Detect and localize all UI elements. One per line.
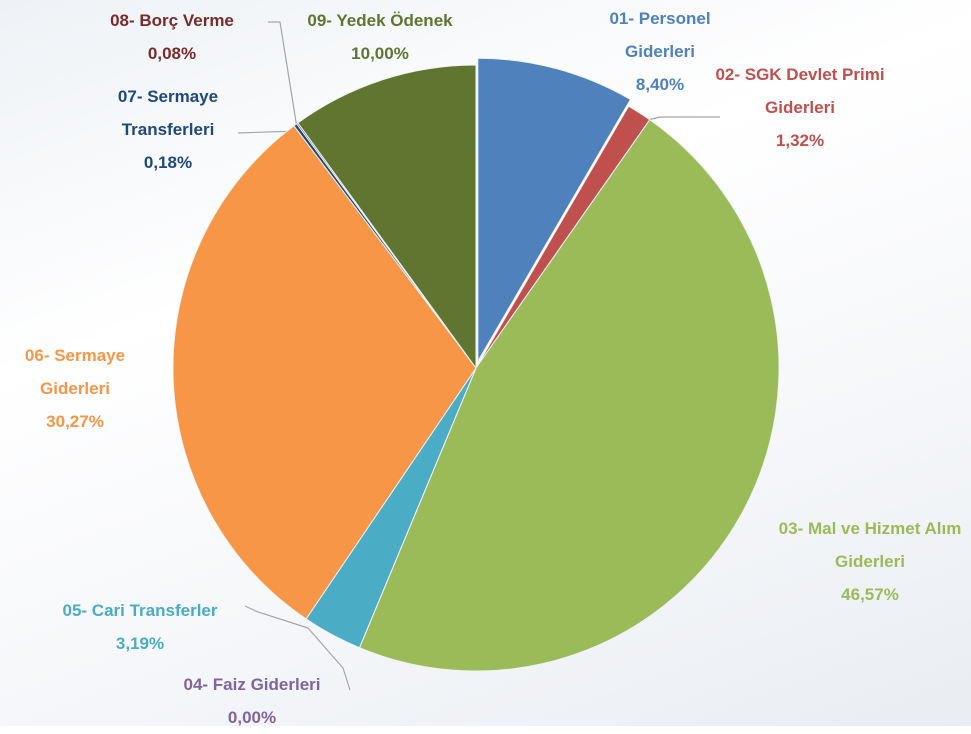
slice <box>172 125 477 620</box>
value-label: 0,08% <box>147 44 197 63</box>
slice-label: 09- Yedek Ödenek 10,00% <box>280 4 480 70</box>
slice-label: 07- Sermaye Transferleri 0,18% <box>88 80 248 179</box>
category-label: 04- Faiz Giderleri <box>183 675 321 694</box>
value-label: 3,19% <box>115 634 165 653</box>
value-label: 30,27% <box>46 412 104 431</box>
value-label: 8,40% <box>635 75 685 94</box>
category-label: 02- SGK Devlet Primi Giderleri <box>715 65 885 117</box>
slice <box>477 57 632 364</box>
leader-line <box>268 21 298 129</box>
slice <box>358 119 780 672</box>
value-label: 10,00% <box>351 44 409 63</box>
category-label: 05- Cari Transferler <box>62 601 218 620</box>
category-label: 01- Personel Giderleri <box>609 9 711 61</box>
category-label: 06- Sermaye Giderleri <box>24 346 126 398</box>
category-label: 07- Sermaye Transferleri <box>117 87 219 139</box>
slice-label: 03- Mal ve Hizmet Alım Giderleri 46,57% <box>778 512 963 611</box>
value-label: 0,00% <box>227 708 277 727</box>
category-label: 08- Borç Verme <box>110 11 234 30</box>
slice-label: 02- SGK Devlet Primi Giderleri 1,32% <box>713 58 888 157</box>
value-label: 0,18% <box>143 153 193 172</box>
value-label: 46,57% <box>841 585 899 604</box>
slice-label: 04- Faiz Giderleri 0,00% <box>142 668 362 734</box>
leader-line <box>244 605 309 629</box>
slice-label: 06- Sermaye Giderleri 30,27% <box>5 339 145 438</box>
slice-label: 01- Personel Giderleri 8,40% <box>590 2 730 101</box>
leader-line <box>307 627 351 691</box>
slice-label: 05- Cari Transferler 3,19% <box>20 594 260 660</box>
slice-label: 08- Borç Verme 0,08% <box>72 4 272 70</box>
slice <box>297 64 477 370</box>
slices <box>172 57 780 672</box>
leader-lines <box>237 21 720 691</box>
category-label: 09- Yedek Ödenek <box>307 11 453 30</box>
value-label: 1,32% <box>775 131 825 150</box>
category-label: 03- Mal ve Hizmet Alım Giderleri <box>778 519 962 571</box>
